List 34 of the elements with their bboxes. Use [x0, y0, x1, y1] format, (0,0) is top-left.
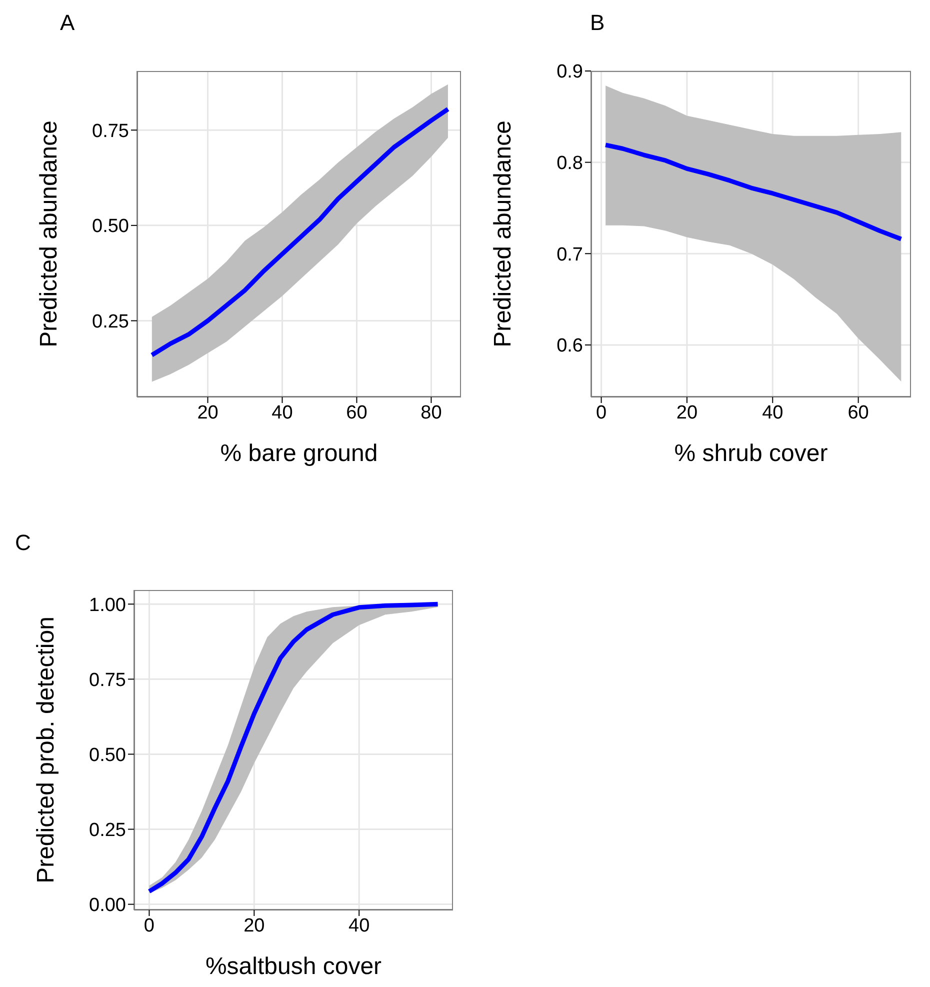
- x-tick-label: 0: [596, 402, 607, 424]
- y-tick-label: 0.75: [89, 670, 126, 691]
- x-tick-label: 60: [848, 402, 869, 424]
- x-tick-label: 20: [244, 915, 265, 936]
- y-tick-label: 0.50: [92, 216, 129, 238]
- chart-title: A: [60, 10, 75, 36]
- x-axis-title: % shrub cover: [674, 440, 828, 467]
- x-tick-label: 0: [144, 915, 155, 936]
- y-tick-label: 0.25: [92, 311, 129, 332]
- y-tick-label: 0.75: [92, 120, 129, 142]
- chart-title: C: [15, 530, 31, 556]
- y-axis-title: Predicted abundance: [36, 120, 63, 348]
- chart-title: B: [590, 10, 605, 36]
- x-tick-label: 20: [197, 402, 218, 424]
- y-tick-label: 0.6: [556, 336, 583, 357]
- x-tick-label: 40: [348, 915, 370, 936]
- y-axis-title: Predicted prob. detection: [32, 616, 60, 884]
- x-tick-label: 40: [272, 402, 293, 424]
- y-axis-title: Predicted abundance: [490, 120, 517, 348]
- x-tick-label: 80: [420, 402, 442, 424]
- y-tick-label: 0.50: [89, 744, 126, 766]
- y-tick-label: 0.7: [556, 244, 583, 266]
- x-axis-title: %saltbush cover: [205, 953, 382, 980]
- y-tick-label: 0.25: [89, 820, 126, 841]
- x-tick-label: 40: [762, 402, 784, 424]
- x-tick-label: 60: [346, 402, 368, 424]
- x-tick-label: 20: [676, 402, 698, 424]
- y-tick-label: 0.8: [556, 153, 583, 174]
- line-series: [603, 142, 904, 242]
- x-axis-title: % bare ground: [220, 440, 378, 467]
- line-series: [150, 106, 450, 358]
- y-tick-label: 0.9: [556, 62, 583, 83]
- y-tick-label: 1.00: [89, 594, 126, 616]
- y-tick-label: 0.00: [89, 895, 126, 916]
